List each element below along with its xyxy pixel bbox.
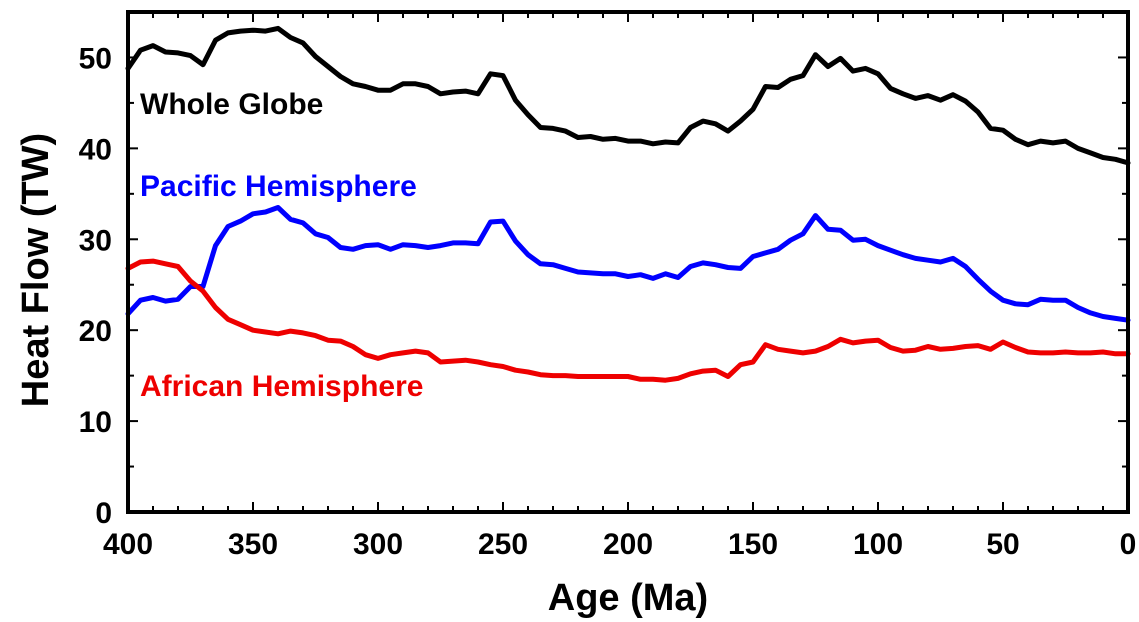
series-label-whole-globe: Whole Globe	[140, 88, 323, 121]
plot-frame	[126, 10, 1130, 514]
x-axis-title: Age (Ma)	[548, 577, 708, 619]
axis-ticks	[127, 11, 1129, 513]
x-tick-label: 50	[986, 528, 1019, 561]
x-tick-label: 350	[228, 528, 278, 561]
series-line-whole-globe	[125, 25, 1131, 166]
x-tick-label: 300	[353, 528, 403, 561]
y-tick-labels: 0 10 20 30 40 50	[79, 42, 112, 530]
series-label-pacific-hemisphere: Pacific Hemisphere	[140, 170, 417, 203]
series-line-pacific-hemisphere	[125, 205, 1131, 323]
y-tick-label: 0	[95, 497, 112, 530]
y-tick-label: 10	[79, 406, 112, 439]
y-axis-title: Heat Flow (TW)	[15, 133, 57, 407]
x-tick-label: 200	[603, 528, 653, 561]
series-line-african-hemisphere	[125, 258, 1131, 383]
y-tick-label: 20	[79, 315, 112, 348]
x-tick-label: 250	[478, 528, 528, 561]
x-tick-label: 400	[103, 528, 153, 561]
x-tick-labels: 400 350 300 250 200 150 100 50 0	[103, 528, 1136, 561]
y-tick-label: 50	[79, 42, 112, 75]
y-tick-label: 40	[79, 133, 112, 166]
x-tick-label: 150	[728, 528, 778, 561]
x-tick-label: 0	[1120, 528, 1137, 561]
series-lines	[125, 25, 1131, 383]
y-tick-label: 30	[79, 224, 112, 257]
x-tick-label: 100	[853, 528, 903, 561]
series-label-african-hemisphere: African Hemisphere	[140, 370, 423, 403]
